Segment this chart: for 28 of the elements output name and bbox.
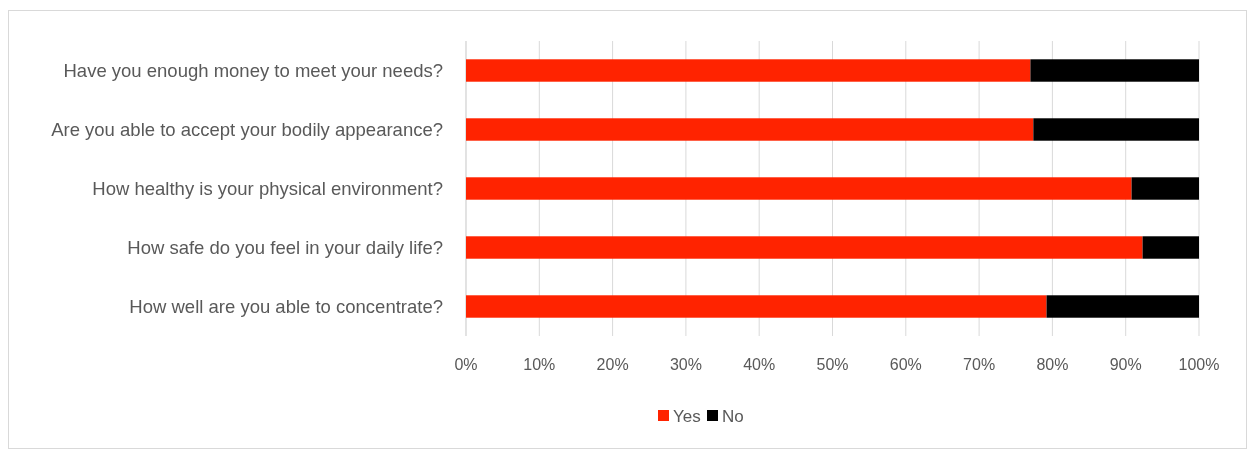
- bar: [1142, 236, 1199, 259]
- y-tick-label: Have you enough money to meet your needs?: [63, 59, 443, 81]
- x-tick-label: 80%: [1036, 355, 1069, 373]
- bar: [1046, 295, 1199, 318]
- bar: [466, 118, 1034, 141]
- x-tick-label: 0%: [454, 355, 478, 373]
- x-tick-label: 60%: [889, 355, 922, 373]
- x-tick-label: 40%: [743, 355, 776, 373]
- bar: [466, 295, 1047, 318]
- x-tick-label: 100%: [1178, 355, 1220, 373]
- y-tick-label: How healthy is your physical environment?: [92, 177, 443, 199]
- x-tick-label: 90%: [1109, 355, 1142, 373]
- y-tick-label: How well are you able to concentrate?: [129, 295, 443, 317]
- x-tick-label: 20%: [596, 355, 629, 373]
- bar: [466, 59, 1031, 82]
- y-tick-label: How safe do you feel in your daily life?: [127, 236, 443, 258]
- x-tick-label: 70%: [963, 355, 996, 373]
- bar: [1030, 59, 1199, 82]
- x-tick-label: 50%: [816, 355, 849, 373]
- x-tick-label: 30%: [669, 355, 702, 373]
- legend-label: No: [722, 406, 744, 426]
- bar: [466, 236, 1143, 259]
- bar: [1033, 118, 1199, 141]
- legend-label: Yes: [673, 406, 701, 426]
- y-tick-label: Are you able to accept your bodily appearance?: [51, 118, 443, 140]
- bar: [466, 177, 1132, 200]
- bar: [1131, 177, 1199, 200]
- x-tick-label: 10%: [523, 355, 556, 373]
